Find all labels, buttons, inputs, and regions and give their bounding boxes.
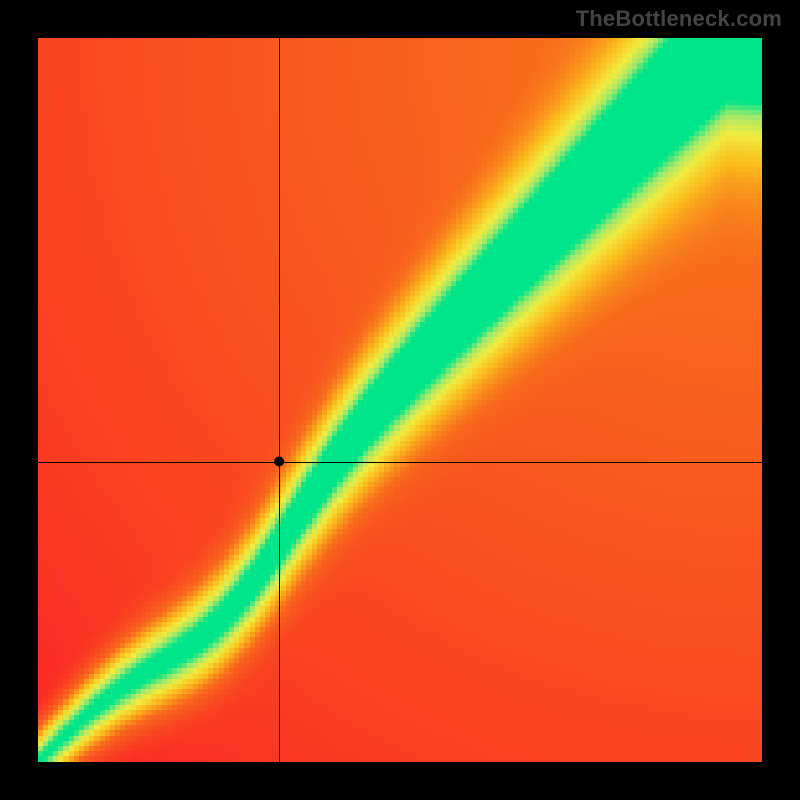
heatmap-canvas [38,38,762,762]
heatmap-plot [38,38,762,762]
watermark: TheBottleneck.com [576,6,782,32]
